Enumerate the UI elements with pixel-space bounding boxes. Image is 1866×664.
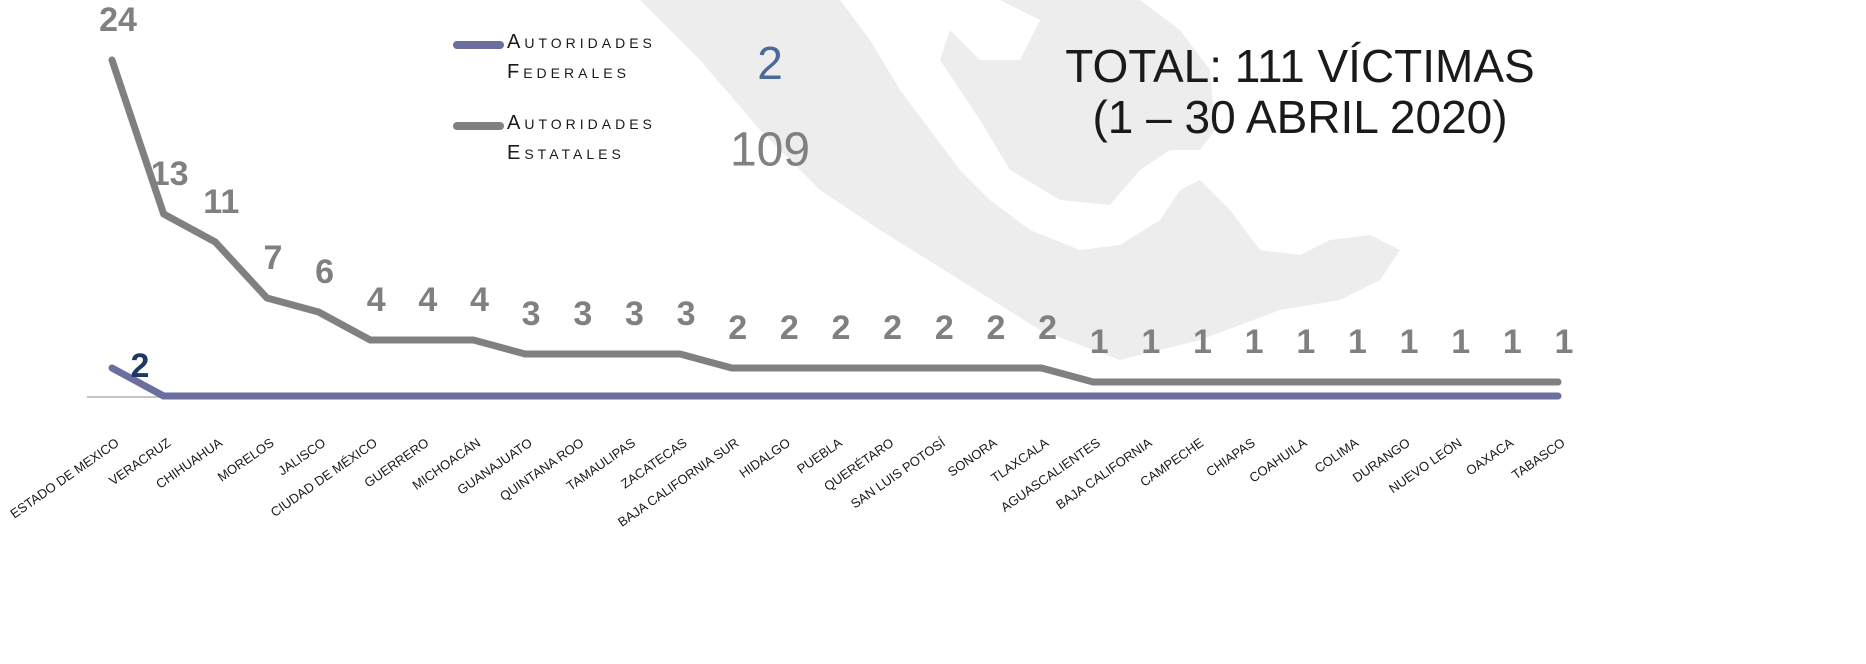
data-label: 1 [1348,323,1367,361]
data-label: 2 [883,309,902,347]
legend-label: Autoridades Federales [507,31,665,83]
data-label: 2 [832,309,851,347]
chart-title: TOTAL: 111 VÍCTIMAS [1065,40,1535,92]
data-label: 2 [131,347,150,385]
data-label: 7 [263,239,282,277]
x-tick-label: MORELOS [215,435,277,485]
x-tick-label: TABASCO [1509,435,1568,482]
data-label: 3 [625,295,644,333]
x-tick-label: ESTADO DE MEXICO [7,435,121,521]
data-label: 11 [203,183,239,221]
data-label: 3 [677,295,696,333]
data-label: 1 [1090,323,1109,361]
x-tick-label: BAJA CALIFORNIA [1053,435,1155,513]
data-label: 1 [1193,323,1212,361]
data-label: 1 [1555,323,1574,361]
data-label: 4 [418,281,437,319]
data-label: 1 [1400,323,1419,361]
legend-label: Autoridades Estatales [507,112,665,164]
data-label: 1 [1503,323,1522,361]
data-label: 2 [780,309,799,347]
x-tick-label: SAN LUIS POTOSÍ [848,435,948,512]
data-label: 1 [1451,323,1470,361]
data-label: 2 [728,309,747,347]
chart-subtitle: (1 – 30 ABRIL 2020) [1092,91,1507,143]
data-label: 4 [470,281,489,319]
data-label: 3 [522,295,541,333]
data-label: 2 [986,309,1005,347]
data-label: 1 [1245,323,1264,361]
x-tick-label: OAXACA [1463,435,1516,479]
data-label: 2 [935,309,954,347]
line-series [108,56,1562,386]
data-label: 13 [151,155,189,193]
data-label: 6 [315,253,334,291]
line-series [108,364,1562,400]
data-label: 24 [99,1,137,39]
data-label: 4 [367,281,386,319]
legend-total: 109 [730,124,810,177]
data-label: 2 [1038,309,1057,347]
x-tick-label: COAHUILA [1246,435,1309,486]
data-label: 3 [573,295,592,333]
data-label: 1 [1296,323,1315,361]
x-tick-label: HIDALGO [737,435,794,481]
data-label: 1 [1141,323,1160,361]
legend-total: 2 [757,37,783,89]
background-map [440,0,1400,360]
